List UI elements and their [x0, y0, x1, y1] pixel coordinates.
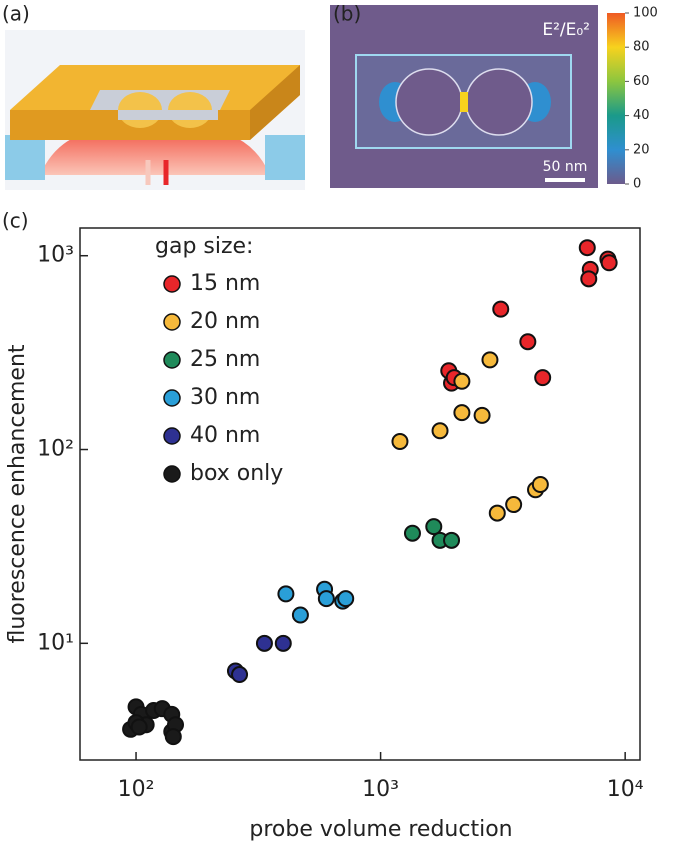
point — [505, 496, 523, 514]
point — [277, 585, 295, 603]
y-axis-label: fluorescence enhancement — [5, 344, 30, 643]
legend-label: 20 nm — [190, 309, 260, 334]
legend-label: 40 nm — [190, 423, 260, 448]
colorbar-tick-label: 0 — [633, 177, 641, 192]
point — [337, 590, 355, 608]
field-label: E²/E₀² — [542, 20, 590, 40]
point — [481, 351, 499, 369]
point — [600, 254, 618, 272]
point — [255, 634, 273, 652]
point — [130, 718, 148, 736]
point — [291, 606, 309, 624]
point — [425, 518, 443, 536]
point — [443, 531, 461, 549]
plot-frame — [79, 227, 641, 761]
colorbar-tick-label: 60 — [633, 74, 650, 89]
point — [164, 728, 182, 746]
point — [317, 590, 335, 608]
legend-marker — [163, 465, 181, 483]
point — [473, 406, 491, 424]
illustration-a — [5, 30, 305, 190]
point — [580, 270, 598, 288]
point — [534, 369, 552, 387]
x-tick-label: 10² — [118, 777, 155, 802]
point — [453, 372, 471, 390]
x-tick-label: 10⁴ — [607, 777, 644, 802]
legend-title: gap size: — [155, 234, 253, 259]
y-tick-label: 10¹ — [37, 630, 74, 655]
legend-label: box only — [190, 461, 283, 486]
panel-label: (b) — [333, 2, 361, 26]
point — [403, 524, 421, 542]
scale-bar-label: 50 nm — [543, 159, 588, 175]
legend-marker — [163, 389, 181, 407]
panel-label: (c) — [2, 209, 29, 233]
legend-marker — [163, 313, 181, 331]
x-tick-label: 10³ — [362, 777, 399, 802]
point — [519, 333, 537, 351]
point — [231, 666, 249, 684]
legend-marker — [163, 275, 181, 293]
legend-marker — [163, 351, 181, 369]
point — [488, 504, 506, 522]
y-tick-label: 10³ — [37, 243, 74, 268]
colorbar-tick-label: 40 — [633, 108, 650, 123]
x-axis-label: probe volume reduction — [249, 817, 512, 842]
point — [431, 422, 449, 440]
colorbar-tick-label: 20 — [633, 142, 650, 157]
point — [578, 239, 596, 257]
point — [274, 634, 292, 652]
panel-label: (a) — [2, 2, 30, 26]
legend-label: 25 nm — [190, 347, 260, 372]
point — [391, 432, 409, 450]
point — [492, 300, 510, 318]
point — [531, 475, 549, 493]
colorbar-tick-label: 80 — [633, 40, 650, 55]
legend-label: 15 nm — [190, 271, 260, 296]
legend-marker — [163, 427, 181, 445]
point — [453, 404, 471, 422]
illustration-b — [330, 5, 625, 188]
colorbar-tick-label: 100 — [633, 6, 658, 21]
y-tick-label: 10² — [37, 437, 74, 462]
legend-label: 30 nm — [190, 385, 260, 410]
